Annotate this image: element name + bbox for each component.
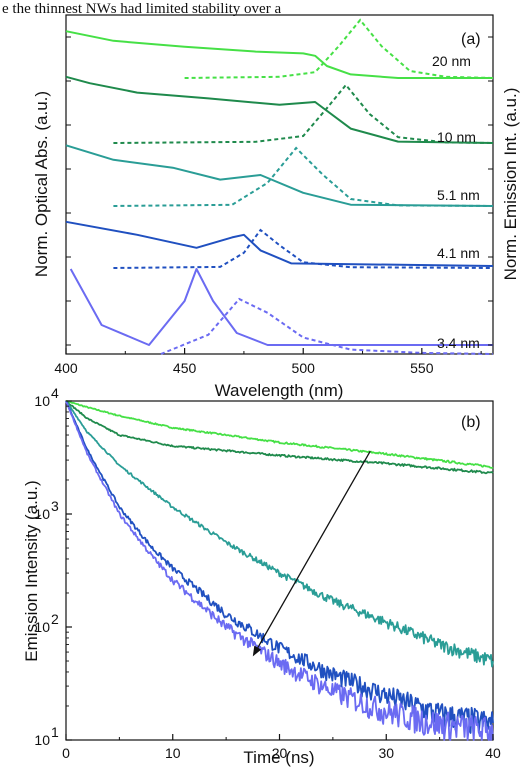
x-tick-label-b: 10: [165, 745, 181, 761]
x-tick-label-a: 550: [410, 360, 434, 376]
absorption-line-10-nm: [65, 75, 494, 144]
size-label-20nm: 20 nm: [432, 53, 471, 69]
y-tick-exponent-b: 3: [51, 498, 59, 514]
plot-frame-b: [65, 400, 494, 741]
panel-a-curves: [65, 18, 494, 355]
x-tick-label-a: 450: [173, 360, 197, 376]
trend-arrow-head: [252, 645, 262, 657]
panel-label-a: (a): [461, 31, 481, 48]
x-tick-label-b: 30: [378, 745, 394, 761]
size-label-3-4nm: 3.4 nm: [437, 335, 480, 351]
y-axis-label-b: Emission Intensity (a.u.): [22, 480, 41, 661]
decay-line-20-nm: [65, 400, 494, 469]
absorption-line-20-nm: [65, 30, 493, 79]
size-label-4-1nm: 4.1 nm: [437, 245, 480, 261]
panel-label-b: (b): [461, 414, 481, 431]
emission-line-3-4-nm: [160, 297, 494, 355]
plot-frame-a: [65, 14, 494, 355]
header-text: e the thinnest NWs had limited stability…: [2, 1, 281, 17]
panel-a: 400 450 500 550 (a) 20 nm 10 nm 5.1 nm 4.1 …: [32, 14, 520, 400]
x-axis-label-a: Wavelength (nm): [215, 381, 344, 400]
y-tick-exponent-b: 4: [51, 385, 59, 401]
panel-b-curves: [65, 400, 494, 741]
x-tick-label-b: 20: [272, 745, 288, 761]
emission-line-20-nm: [184, 18, 494, 79]
absorption-line-3-4-nm: [69, 268, 493, 346]
x-tick-label-b: 40: [485, 745, 501, 761]
y-axis-label-a-left: Norm. Optical Abs. (a.u.): [32, 91, 51, 277]
decay-line-10-nm: [65, 400, 494, 475]
y-tick-label-b: 10: [34, 506, 50, 522]
decay-line-4-1-nm: [65, 400, 494, 734]
absorption-line-4-1-nm: [65, 220, 494, 267]
decay-line-5-1-nm: [65, 400, 494, 668]
panel-a-ticks: 400 450 500 550: [54, 36, 493, 376]
y-tick-exponent-b: 1: [51, 724, 59, 740]
x-tick-label-a: 500: [292, 360, 316, 376]
y-tick-exponent-b: 2: [51, 611, 59, 627]
decay-line-3-4-nm: [65, 401, 494, 741]
x-tick-label-a: 400: [54, 360, 78, 376]
y-tick-label-b: 10: [34, 732, 50, 748]
x-tick-label-b: 0: [62, 745, 70, 761]
trend-arrow: [257, 450, 371, 648]
absorption-line-5-1-nm: [65, 144, 494, 207]
emission-line-4-1-nm: [113, 228, 494, 269]
y-tick-label-b: 10: [34, 393, 50, 409]
y-tick-label-b: 10: [34, 619, 50, 635]
size-label-5-1nm: 5.1 nm: [437, 187, 480, 203]
y-axis-label-a-right: Norm. Emission Int. (a.u.): [501, 88, 520, 281]
x-axis-label-b: Time (ns): [243, 748, 314, 767]
size-label-10nm: 10 nm: [437, 129, 476, 145]
